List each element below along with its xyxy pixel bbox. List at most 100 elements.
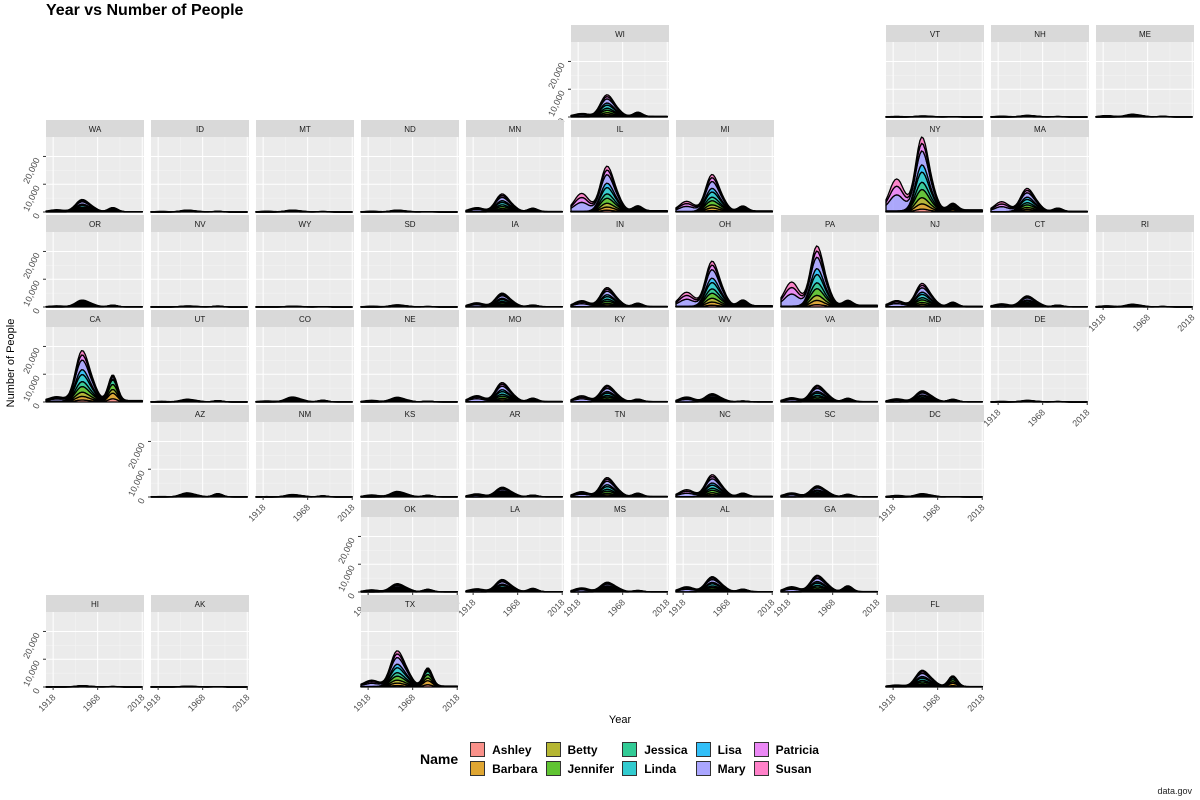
x-tick-label: 1918 <box>561 597 582 618</box>
area-susan <box>885 390 983 403</box>
facet-panel: MO <box>465 310 564 403</box>
facet-strip <box>781 500 879 517</box>
area-susan <box>255 305 353 308</box>
facet-plot-background <box>991 42 1089 117</box>
x-tick-label: 1918 <box>351 692 372 713</box>
chart-title: Year vs Number of People <box>46 2 244 19</box>
facet-panel: DC 1918 1968 2018 <box>876 405 987 524</box>
legend-item: Ashley <box>470 740 537 759</box>
facet-panel: IL <box>570 120 669 213</box>
x-tick-label: 2018 <box>1175 312 1196 333</box>
facet-plot-background <box>361 517 459 592</box>
facet-plot-background <box>571 327 669 402</box>
area-susan <box>675 474 773 498</box>
x-tick-label: 1968 <box>501 597 522 618</box>
facet-panel: IN <box>570 215 669 308</box>
area-susan <box>780 384 878 403</box>
area-susan <box>780 574 878 593</box>
y-tick-label: 20,000 <box>546 61 567 90</box>
facet-strip-label: MS <box>614 505 626 514</box>
facet-strip <box>676 215 774 232</box>
facet-panel: NC <box>675 405 774 498</box>
facet-plot-background <box>571 42 669 117</box>
area-susan <box>1095 113 1193 118</box>
legend-title: Name <box>420 751 459 767</box>
facet-strip-label: MO <box>509 315 522 324</box>
area-susan <box>360 650 458 687</box>
legend-label: Susan <box>775 761 812 776</box>
facet-panel: CO <box>255 310 354 403</box>
area-susan <box>360 583 458 593</box>
legend-item: Jennifer <box>545 759 614 778</box>
area-susan <box>675 260 773 307</box>
facet-plot-background <box>466 422 564 497</box>
facet-panel: NE <box>360 310 459 403</box>
facet-strip-label: KY <box>615 315 626 324</box>
facet-panel: MD <box>885 310 984 403</box>
facet-strip <box>256 310 354 327</box>
facet-plot-background <box>466 327 564 402</box>
area-susan <box>570 581 668 593</box>
facet-panel: CT <box>990 215 1089 308</box>
facet-strip <box>361 215 459 232</box>
x-tick-label: 2018 <box>125 692 146 713</box>
facet-panel: VA <box>780 310 879 403</box>
facet-panel: NM 1918 1968 2018 <box>246 405 357 524</box>
facet-strip <box>676 405 774 422</box>
facet-strip-label: IL <box>617 125 624 134</box>
area-susan <box>45 299 143 308</box>
y-tick-label: 0 <box>31 402 42 411</box>
area-susan <box>465 292 563 308</box>
area-susan <box>255 493 353 498</box>
area-susan <box>45 198 143 213</box>
legend-key <box>545 761 561 776</box>
facet-plot-background <box>781 517 879 592</box>
y-tick-label: 20,000 <box>126 441 147 470</box>
facet-strip-label: DE <box>1034 315 1045 324</box>
x-tick-label: 1918 <box>771 597 792 618</box>
facet-strip-label: FL <box>930 600 940 609</box>
facet-panel: ND <box>360 120 459 213</box>
facet-plot-background <box>571 232 669 307</box>
facet-panel: IA <box>465 215 564 308</box>
facet-plot-background <box>676 422 774 497</box>
facet-panel: MI <box>675 120 774 213</box>
area-susan <box>150 209 248 213</box>
facet-strip-label: KS <box>405 410 416 419</box>
y-tick-label: 10,000 <box>21 374 42 403</box>
facet-strip-label: WA <box>89 125 102 134</box>
facet-panel: MN <box>465 120 564 213</box>
facet-strip <box>571 500 669 517</box>
x-tick-label: 2018 <box>440 692 461 713</box>
area-susan <box>360 304 458 308</box>
facet-strip <box>886 215 984 232</box>
facet-strip <box>466 405 564 422</box>
area-susan <box>465 578 563 593</box>
facet-plot-background <box>466 137 564 212</box>
facet-strip <box>466 500 564 517</box>
facet-strip-label: WI <box>615 30 625 39</box>
legend-key <box>753 742 769 757</box>
facet-strip <box>46 215 144 232</box>
area-susan <box>150 305 248 308</box>
facet-strip <box>991 215 1089 232</box>
facet-strip <box>886 25 984 42</box>
y-tick-label: 10,000 <box>21 659 42 688</box>
y-tick-label: 20,000 <box>21 251 42 280</box>
facet-strip-label: AR <box>509 410 520 419</box>
facet-strip-label: MA <box>1034 125 1047 134</box>
facet-panel: NV <box>150 215 249 308</box>
x-tick-label: 1968 <box>921 502 942 523</box>
facet-strip <box>151 310 249 327</box>
facet-strip-label: GA <box>824 505 836 514</box>
facet-strip <box>991 310 1089 327</box>
legend-label: Jessica <box>644 742 688 757</box>
facet-plot-background <box>886 232 984 307</box>
x-tick-label: 2018 <box>230 692 251 713</box>
facet-strip-label: MT <box>299 125 311 134</box>
facet-strip-label: AL <box>720 505 730 514</box>
facet-strip-label: WY <box>299 220 313 229</box>
facet-strip <box>361 500 459 517</box>
